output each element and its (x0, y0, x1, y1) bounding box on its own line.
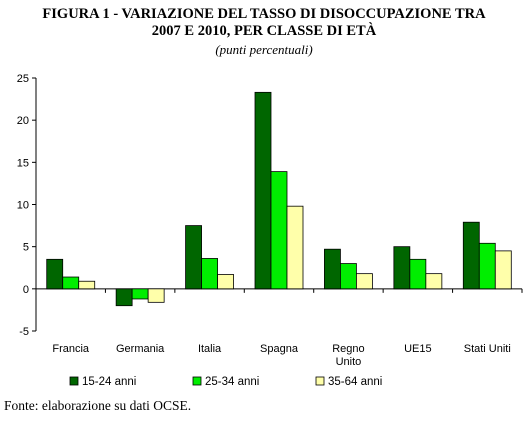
bar (185, 225, 202, 290)
bar (356, 273, 373, 290)
bar (78, 280, 96, 290)
bar (340, 263, 357, 290)
bar (217, 274, 234, 290)
y-tick-label: 10 (17, 200, 29, 212)
y-tick-label: 25 (17, 73, 29, 85)
y-tick-label: 5 (23, 242, 29, 254)
bar (494, 250, 512, 290)
chart-title-line-2: 2007 E 2010, PER CLASSE DI ETÀ (151, 23, 377, 39)
x-tick-label: Spagna (260, 343, 299, 355)
bar (131, 288, 149, 300)
legend-label: 15-24 anni (82, 376, 136, 388)
bar (270, 171, 288, 290)
x-tick-label: UE15 (404, 343, 432, 355)
chart-title: FIGURA 1 - VARIAZIONE DEL TASSO DI DISOC… (0, 6, 528, 40)
y-tick-label: 20 (17, 115, 29, 127)
legend-label: 35-64 anni (328, 376, 382, 388)
legend-label: 25-34 anni (205, 376, 259, 388)
legend-swatch (192, 376, 202, 386)
bar (462, 221, 480, 290)
bar (115, 288, 133, 307)
y-tick-label: -5 (19, 326, 29, 338)
x-tick-label: Regno (332, 343, 364, 355)
bar (393, 246, 411, 290)
bar (286, 205, 304, 290)
bar (46, 258, 64, 290)
bar (425, 273, 443, 290)
legend-swatch (69, 376, 79, 386)
source-note: Fonte: elaborazione su dati OCSE. (4, 398, 192, 413)
bar (324, 248, 341, 290)
x-tick-label: Stati Uniti (464, 343, 511, 355)
bar (147, 288, 165, 303)
bar (254, 91, 272, 290)
chart-subtitle: (punti percentuali) (215, 42, 313, 57)
x-tick-label: Germania (116, 343, 165, 355)
legend-swatch (315, 376, 325, 386)
x-tick-label: Italia (198, 343, 222, 355)
bar (201, 258, 218, 290)
x-tick-label: Unito (336, 356, 362, 368)
y-tick-label: 15 (17, 157, 29, 169)
y-tick-label: 0 (23, 284, 29, 296)
bar (62, 276, 80, 290)
bar (409, 258, 427, 290)
bar (478, 242, 496, 290)
x-tick-label: Francia (52, 343, 90, 355)
chart-title-line-1: FIGURA 1 - VARIAZIONE DEL TASSO DI DISOC… (42, 6, 486, 22)
